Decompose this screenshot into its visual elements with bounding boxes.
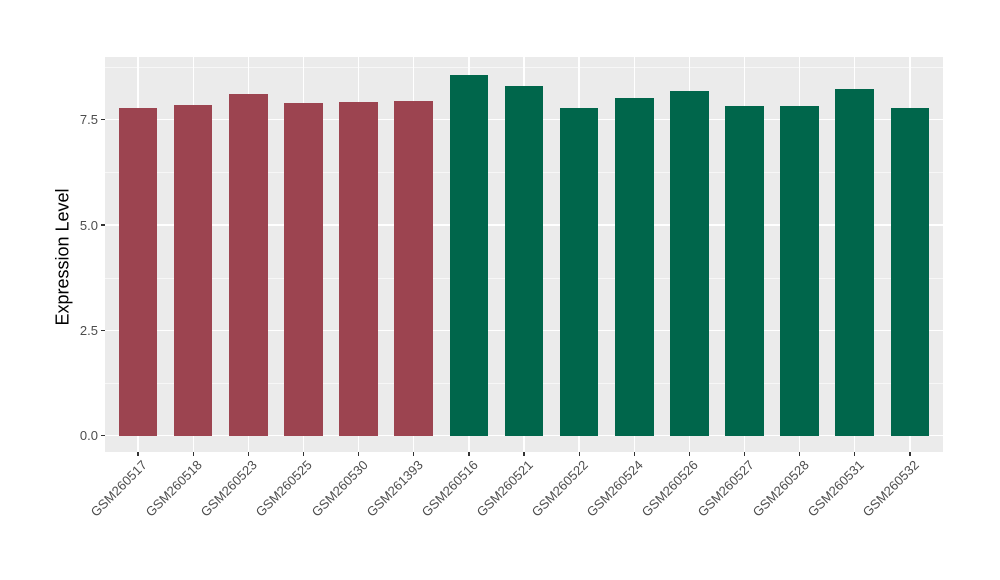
bar-GSM261393 — [394, 101, 434, 436]
x-tick-label-GSM260524: GSM260524 — [583, 457, 647, 520]
x-tick-label-GSM260523: GSM260523 — [198, 457, 261, 520]
x-tick-mark — [688, 452, 691, 456]
x-tick-mark — [192, 452, 194, 456]
bar-GSM260516 — [449, 74, 489, 436]
x-tick-mark — [468, 452, 470, 456]
y-tick-mark — [101, 329, 105, 331]
y-tick-mark — [101, 434, 105, 437]
y-tick-mark — [101, 119, 105, 121]
x-tick-mark — [358, 452, 360, 456]
bar-GSM260524 — [614, 97, 654, 436]
x-tick-label-GSM261393: GSM261393 — [363, 457, 426, 520]
x-tick-label-GSM260531: GSM260531 — [804, 457, 867, 520]
x-tick-mark — [633, 452, 635, 456]
y-tick-label: 5.0 — [79, 217, 98, 233]
x-tick-mark — [523, 452, 525, 456]
bar-GSM260522 — [559, 108, 599, 436]
x-tick-label-GSM260530: GSM260530 — [308, 457, 371, 520]
bar-GSM260527 — [725, 106, 764, 436]
bar-GSM260517 — [118, 107, 158, 436]
x-tick-label-GSM260518: GSM260518 — [142, 457, 206, 520]
plot-panel — [105, 57, 943, 452]
bar-GSM260528 — [780, 106, 819, 436]
y-tick-label: 2.5 — [79, 322, 98, 338]
x-tick-mark — [578, 452, 580, 456]
bar-GSM260525 — [284, 102, 323, 436]
x-tick-label-GSM260517: GSM260517 — [87, 457, 150, 520]
x-tick-label-GSM260527: GSM260527 — [694, 457, 757, 520]
y-tick-label: 0.0 — [79, 428, 98, 444]
x-tick-mark — [413, 452, 415, 456]
x-tick-label-GSM260528: GSM260528 — [749, 457, 812, 520]
x-tick-label-GSM260526: GSM260526 — [639, 457, 702, 520]
x-tick-mark — [799, 452, 801, 456]
x-tick-label-GSM260521: GSM260521 — [473, 457, 536, 520]
x-tick-mark — [137, 452, 139, 456]
y-tick-label: 7.5 — [79, 112, 98, 128]
y-axis-title: Expression Level — [52, 188, 73, 326]
x-tick-label-GSM260522: GSM260522 — [528, 457, 592, 520]
bar-GSM260530 — [339, 102, 378, 436]
bar-GSM260531 — [835, 88, 875, 436]
bar-GSM260526 — [670, 90, 709, 436]
x-tick-mark — [909, 452, 911, 456]
x-tick-label-GSM260525: GSM260525 — [253, 457, 316, 520]
bar-GSM260521 — [504, 85, 544, 436]
x-tick-mark — [743, 452, 746, 456]
x-tick-label-GSM260516: GSM260516 — [418, 457, 481, 520]
x-tick-label-GSM260532: GSM260532 — [859, 457, 922, 520]
y-tick-mark — [101, 224, 105, 226]
bar-GSM260518 — [173, 104, 213, 436]
bar-GSM260532 — [890, 107, 930, 436]
x-tick-mark — [854, 452, 856, 456]
x-tick-mark — [302, 452, 305, 456]
bar-GSM260523 — [229, 93, 268, 436]
x-tick-mark — [247, 452, 250, 456]
